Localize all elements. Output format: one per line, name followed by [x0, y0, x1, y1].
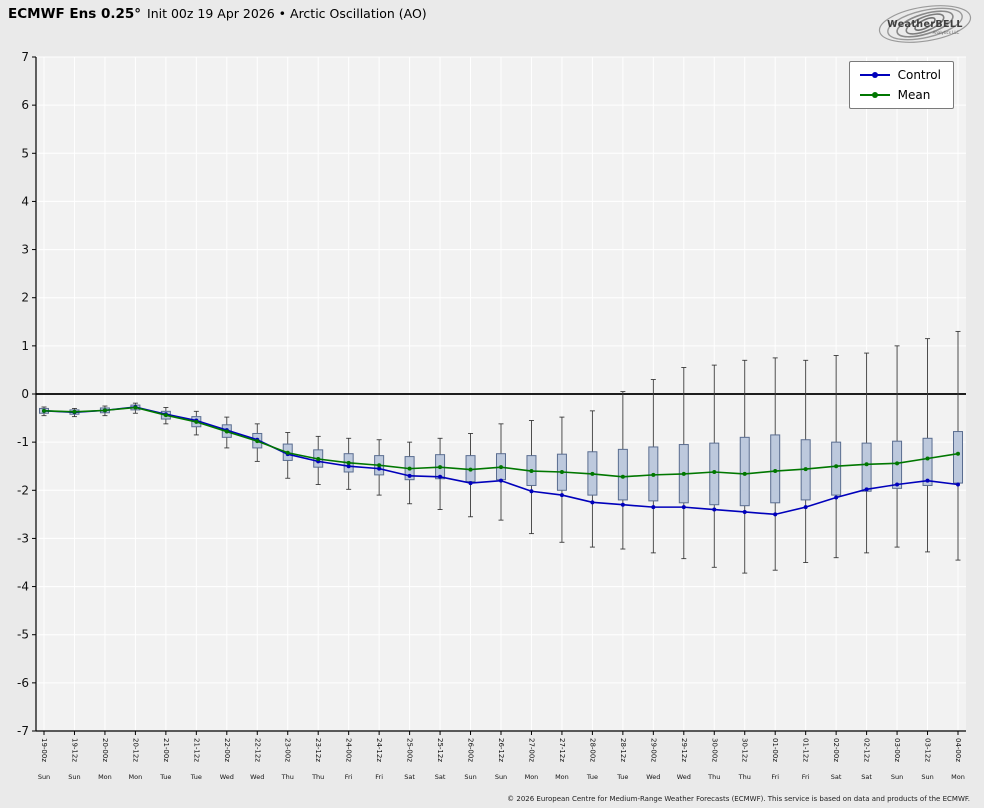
svg-text:6: 6 — [21, 98, 29, 112]
svg-text:30-12z: 30-12z — [741, 738, 749, 762]
svg-text:29-12z: 29-12z — [680, 738, 688, 762]
mean-marker-dot-icon — [871, 92, 878, 98]
svg-text:Sat: Sat — [831, 773, 842, 781]
svg-text:22-12z: 22-12z — [253, 738, 261, 762]
svg-text:25-00z: 25-00z — [406, 738, 414, 762]
svg-text:26-12z: 26-12z — [497, 738, 505, 762]
legend-control-label: Control — [897, 68, 941, 82]
svg-text:30-00z: 30-00z — [710, 738, 718, 762]
svg-text:Wed: Wed — [646, 773, 660, 781]
svg-text:Fri: Fri — [345, 773, 353, 781]
legend-mean-label: Mean — [897, 88, 931, 102]
svg-text:Wed: Wed — [250, 773, 264, 781]
svg-text:3: 3 — [21, 243, 29, 257]
svg-text:Fri: Fri — [802, 773, 810, 781]
svg-text:Thu: Thu — [311, 773, 324, 781]
svg-text:Tue: Tue — [190, 773, 202, 781]
svg-text:02-00z: 02-00z — [832, 738, 840, 762]
svg-text:7: 7 — [21, 50, 29, 64]
svg-text:5: 5 — [21, 146, 29, 160]
svg-text:-4: -4 — [17, 580, 29, 594]
svg-text:-7: -7 — [17, 724, 29, 738]
svg-text:Mon: Mon — [525, 773, 539, 781]
svg-text:23-12z: 23-12z — [314, 738, 322, 762]
svg-text:20-12z: 20-12z — [131, 738, 139, 762]
control-marker-dot-icon — [871, 72, 878, 78]
svg-text:-1: -1 — [17, 435, 29, 449]
svg-text:-5: -5 — [17, 628, 29, 642]
control-line-icon — [859, 72, 890, 78]
svg-text:Thu: Thu — [281, 773, 294, 781]
svg-text:03-00z: 03-00z — [893, 738, 901, 762]
svg-text:-2: -2 — [17, 483, 29, 497]
svg-text:24-00z: 24-00z — [345, 738, 353, 762]
svg-text:Tue: Tue — [159, 773, 171, 781]
svg-text:19-12z: 19-12z — [70, 738, 78, 762]
svg-text:Thu: Thu — [738, 773, 751, 781]
svg-text:27-12z: 27-12z — [558, 738, 566, 762]
svg-text:Mon: Mon — [951, 773, 965, 781]
svg-text:4: 4 — [21, 194, 29, 208]
svg-text:Fri: Fri — [771, 773, 779, 781]
svg-text:Sat: Sat — [435, 773, 446, 781]
svg-text:20-00z: 20-00z — [101, 738, 109, 762]
svg-text:Fri: Fri — [375, 773, 383, 781]
svg-text:1: 1 — [21, 339, 29, 353]
svg-text:Sun: Sun — [891, 773, 903, 781]
logo-subtext: Analytics LLC — [933, 30, 960, 35]
svg-text:Sun: Sun — [464, 773, 476, 781]
svg-text:21-00z: 21-00z — [162, 738, 170, 762]
chart-title-model: ECMWF Ens 0.25° — [8, 6, 142, 22]
svg-text:25-12z: 25-12z — [436, 738, 444, 762]
legend-control-item: Control — [859, 68, 941, 82]
svg-text:01-12z: 01-12z — [802, 738, 810, 762]
page-title: ECMWF Ens 0.25° Init 00z 19 Apr 2026 • Ar… — [8, 6, 427, 22]
svg-text:21-12z: 21-12z — [192, 738, 200, 762]
svg-text:Wed: Wed — [220, 773, 234, 781]
svg-text:-3: -3 — [17, 531, 29, 545]
legend-mean-item: Mean — [859, 88, 941, 102]
svg-text:04-00z: 04-00z — [954, 738, 962, 762]
weatherbell-logo: WeatherBELL Analytics LLC — [878, 5, 972, 43]
svg-text:Wed: Wed — [677, 773, 691, 781]
svg-text:Sun: Sun — [38, 773, 50, 781]
svg-text:23-00z: 23-00z — [284, 738, 292, 762]
svg-text:19-00z: 19-00z — [40, 738, 48, 762]
svg-text:Sun: Sun — [68, 773, 80, 781]
svg-text:Sat: Sat — [404, 773, 415, 781]
chart-title-init: Init 00z 19 Apr 2026 • Arctic Oscillatio… — [147, 6, 427, 21]
svg-text:0: 0 — [21, 387, 29, 401]
copyright-footer: © 2026 European Centre for Medium-Range … — [507, 795, 970, 803]
svg-text:Tue: Tue — [616, 773, 628, 781]
svg-text:Tue: Tue — [586, 773, 598, 781]
mean-line-icon — [859, 92, 890, 98]
svg-text:27-00z: 27-00z — [527, 738, 535, 762]
svg-text:24-12z: 24-12z — [375, 738, 383, 762]
svg-text:02-12z: 02-12z — [863, 738, 871, 762]
svg-text:26-00z: 26-00z — [467, 738, 475, 762]
svg-text:Mon: Mon — [555, 773, 569, 781]
chart-legend: Control Mean — [848, 61, 954, 109]
svg-text:Mon: Mon — [98, 773, 112, 781]
svg-text:2: 2 — [21, 291, 29, 305]
svg-text:Sat: Sat — [861, 773, 872, 781]
svg-text:28-00z: 28-00z — [588, 738, 596, 762]
svg-text:01-00z: 01-00z — [771, 738, 779, 762]
svg-text:29-00z: 29-00z — [649, 738, 657, 762]
svg-text:-6: -6 — [17, 676, 29, 690]
svg-text:22-00z: 22-00z — [223, 738, 231, 762]
svg-text:28-12z: 28-12z — [619, 738, 627, 762]
svg-text:Thu: Thu — [707, 773, 720, 781]
logo-text: WeatherBELL — [887, 19, 963, 30]
svg-text:Mon: Mon — [129, 773, 143, 781]
svg-text:Sun: Sun — [495, 773, 507, 781]
logo-swirl-icon — [878, 5, 972, 43]
svg-text:Sun: Sun — [921, 773, 933, 781]
svg-text:03-12z: 03-12z — [924, 738, 932, 762]
